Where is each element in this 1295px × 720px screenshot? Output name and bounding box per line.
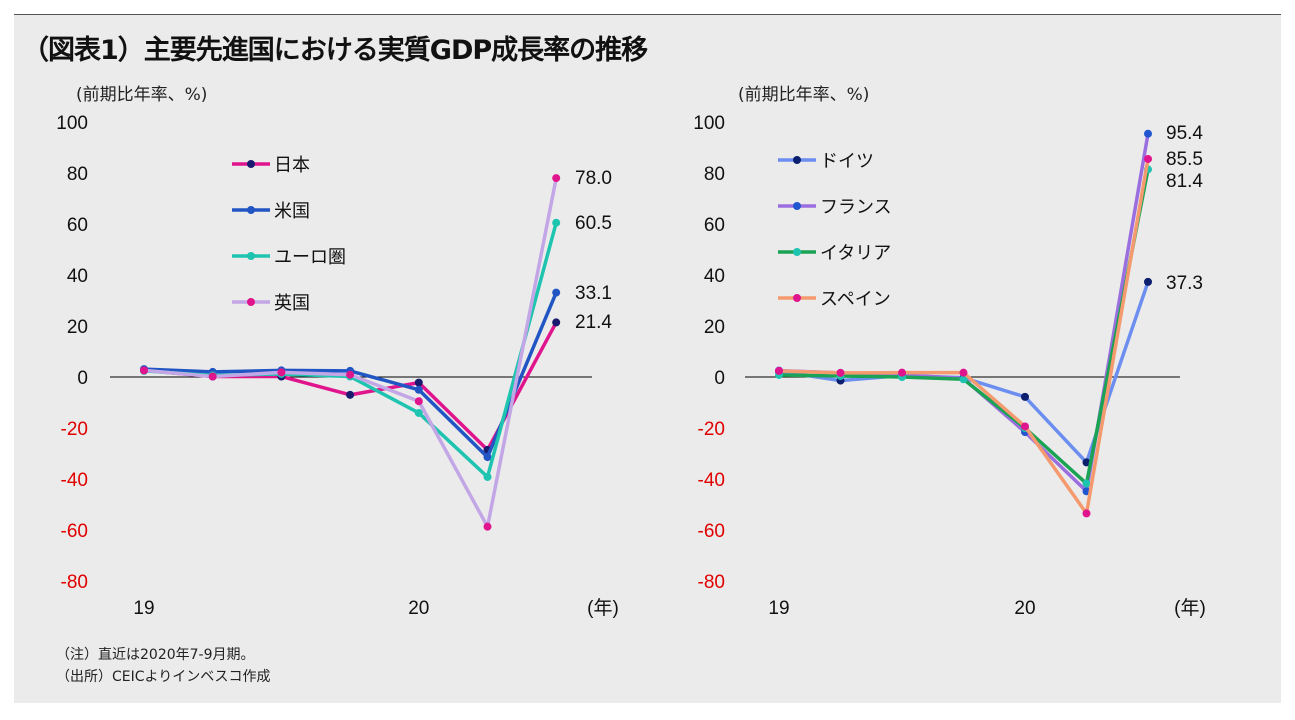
x-tick-label: 19 (768, 598, 789, 619)
y-tick-label: 0 (714, 368, 725, 389)
data-point (414, 408, 423, 417)
data-point (208, 372, 217, 381)
data-point (959, 368, 968, 377)
y-tick-label: 80 (67, 164, 88, 185)
y-tick-label: 40 (67, 266, 88, 287)
note-text: （注）直近は2020年7-9月期。 (56, 647, 255, 663)
end-value-label: 60.5 (575, 213, 612, 234)
legend-marker (247, 160, 255, 168)
series-line (143, 321, 558, 452)
right-y-axis-unit: (前期比年率、%) (738, 85, 870, 105)
data-point (1021, 392, 1029, 401)
data-point (483, 453, 492, 462)
data-point (959, 375, 968, 384)
data-point (1082, 509, 1091, 518)
data-point (414, 378, 423, 387)
data-point (346, 390, 355, 399)
data-point (1144, 277, 1152, 286)
legend-label: 英国 (274, 293, 310, 313)
y-tick-label: 100 (56, 113, 88, 134)
x-axis-unit: (年) (587, 597, 619, 619)
data-point (1021, 422, 1029, 431)
y-tick-label: 0 (77, 368, 88, 389)
data-point (836, 368, 845, 377)
chart-panel (14, 14, 1281, 703)
x-tick-label: 20 (408, 598, 429, 619)
y-tick-label: 80 (704, 164, 725, 185)
series-line (778, 133, 1150, 493)
legend-label: 日本 (274, 155, 310, 175)
page-title: （図表1）主要先進国における実質GDP成長率の推移 (22, 35, 648, 66)
legend-label: 米国 (274, 201, 310, 221)
legend-label: ドイツ (820, 151, 874, 171)
data-point (414, 385, 423, 394)
end-value-label: 33.1 (575, 283, 612, 304)
data-point (1144, 154, 1152, 163)
y-tick-label: 20 (704, 317, 725, 338)
y-tick-label: -40 (698, 470, 725, 491)
legend-marker (247, 206, 255, 214)
chart-right: 100 80 60 40 20 0 -20 -40 -60 -80 19 20 (年) 37.3 ドイツ 95… (693, 113, 1206, 619)
legend-marker (793, 248, 801, 256)
end-value-label: 95.4 (1166, 123, 1203, 144)
legend-label: スペイン (820, 289, 891, 309)
y-tick-label: 100 (693, 113, 725, 134)
data-point (552, 174, 561, 183)
y-tick-label: 60 (704, 215, 725, 236)
data-point (552, 318, 561, 327)
legend-label: フランス (820, 197, 892, 217)
x-axis-unit: (年) (1174, 597, 1206, 619)
chart-left: 100 80 60 40 20 0 -20 -40 -60 -80 19 20 (年) 21.4 日本 33.… (56, 113, 619, 619)
data-point (1144, 129, 1152, 138)
source-text: （出所）CEICよりインベスコ作成 (56, 669, 271, 685)
end-value-label: 85.5 (1166, 149, 1203, 170)
legend-label: イタリア (820, 243, 891, 263)
end-value-label: 78.0 (575, 168, 612, 189)
data-point (346, 370, 355, 379)
left-y-axis-unit: (前期比年率、%) (76, 85, 208, 105)
x-tick-label: 19 (133, 598, 154, 619)
y-tick-label: 60 (67, 215, 88, 236)
y-tick-label: -40 (61, 470, 88, 491)
data-point (1082, 479, 1091, 488)
legend-label: ユーロ圏 (274, 247, 346, 267)
legend-marker (247, 252, 255, 260)
data-point (483, 472, 492, 481)
data-point (552, 288, 561, 297)
data-point (277, 368, 286, 377)
x-tick-label: 20 (1014, 598, 1035, 619)
data-point (898, 368, 906, 377)
y-tick-label: -80 (61, 572, 88, 593)
y-tick-label: 20 (67, 317, 88, 338)
y-tick-label: -60 (698, 521, 725, 542)
data-point (775, 366, 783, 375)
y-tick-label: -80 (698, 572, 725, 593)
end-value-label: 37.3 (1166, 273, 1203, 294)
data-point (140, 366, 148, 375)
y-tick-label: 40 (704, 266, 725, 287)
y-tick-label: -60 (61, 521, 88, 542)
end-value-label: 81.4 (1166, 171, 1203, 192)
data-point (483, 522, 492, 531)
y-tick-label: -20 (61, 419, 88, 440)
y-tick-label: -20 (698, 419, 725, 440)
legend-marker (793, 202, 801, 210)
data-point (552, 218, 561, 227)
legend-marker (793, 294, 801, 302)
end-value-label: 21.4 (575, 312, 612, 333)
series-line (143, 177, 558, 529)
legend-marker (247, 298, 255, 306)
legend-marker (793, 156, 801, 164)
data-point (414, 397, 423, 406)
